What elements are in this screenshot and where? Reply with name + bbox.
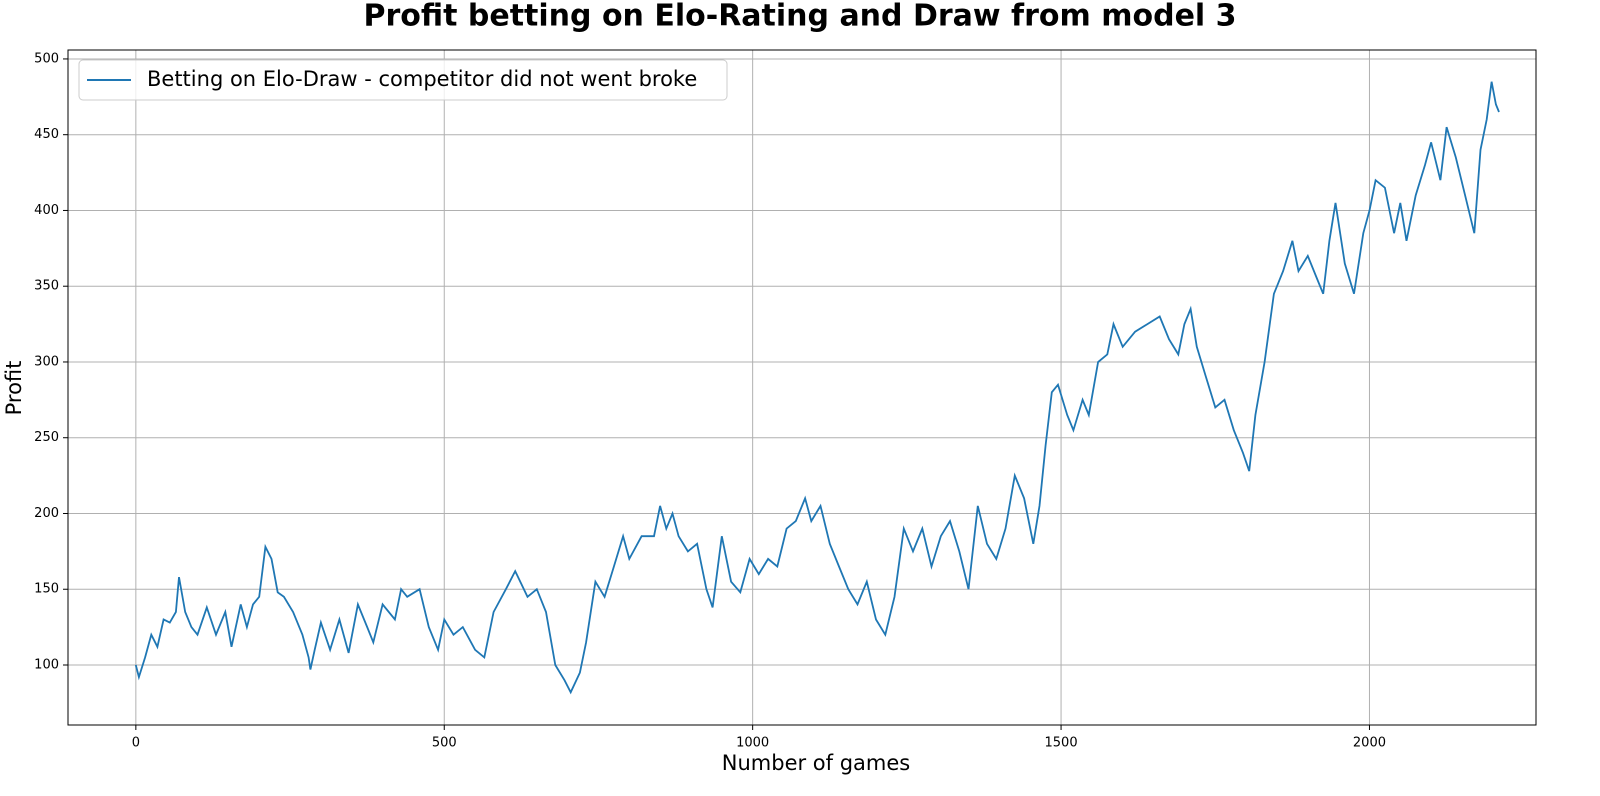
y-axis-label: Profit <box>2 361 26 416</box>
y-tick-label: 300 <box>34 354 59 369</box>
y-tick-label: 450 <box>34 127 59 142</box>
x-tick-label: 1000 <box>736 736 769 751</box>
x-tick-label: 2000 <box>1353 736 1386 751</box>
y-tick-label: 250 <box>34 430 59 445</box>
y-tick-label: 200 <box>34 506 59 521</box>
data-line <box>134 81 1500 695</box>
chart-title: Profit betting on Elo-Rating and Draw fr… <box>363 0 1236 34</box>
y-tick-label: 500 <box>34 51 59 66</box>
legend: Betting on Elo-Draw - competitor did not… <box>78 59 728 101</box>
x-tick-label: 1500 <box>1045 736 1078 751</box>
y-tick-label: 400 <box>34 203 59 218</box>
y-tick-label: 150 <box>34 582 59 597</box>
legend-label: Betting on Elo-Draw - competitor did not… <box>147 67 697 91</box>
y-tick-label: 100 <box>34 658 59 673</box>
x-tick-label: 0 <box>132 736 140 751</box>
y-tick-label: 350 <box>34 279 59 294</box>
x-tick-label: 500 <box>432 736 457 751</box>
plot-frame <box>67 49 1537 726</box>
x-axis-label: Number of games <box>722 751 910 775</box>
legend-box <box>78 59 728 101</box>
